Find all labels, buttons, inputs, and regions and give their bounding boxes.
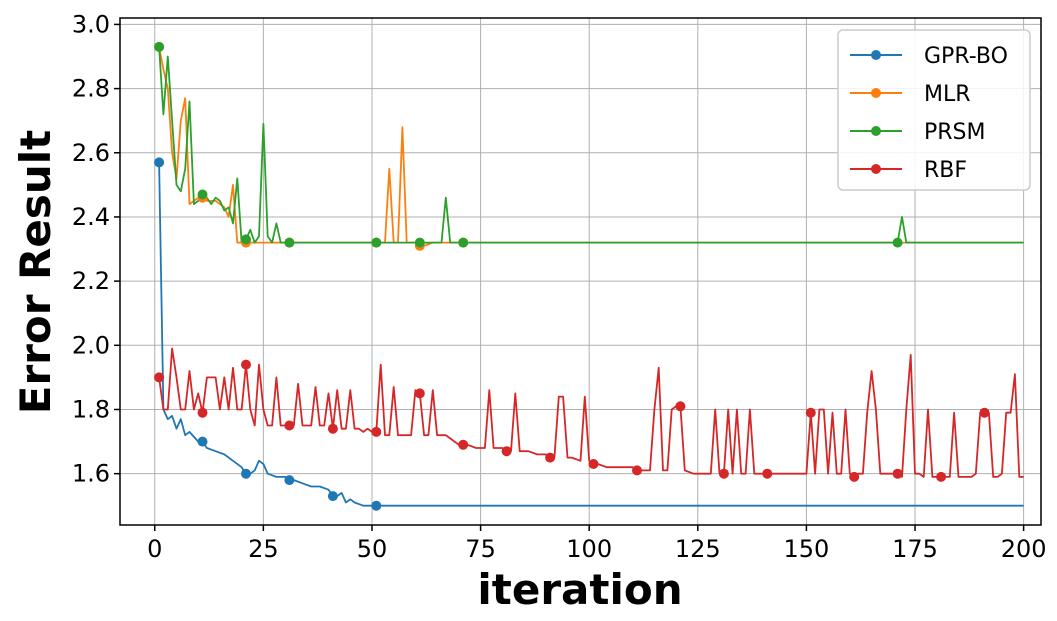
x-tick-label: 150 [783, 535, 829, 563]
data-point-rbf [501, 446, 512, 457]
data-point-prsm [458, 237, 469, 248]
x-tick-label: 200 [1001, 535, 1047, 563]
data-point-prsm [241, 234, 251, 245]
legend-label-mlr: MLR [924, 82, 971, 107]
data-point-gpr-bo [371, 500, 382, 511]
data-point-rbf [154, 372, 165, 383]
data-point-rbf [197, 407, 208, 418]
data-point-prsm [284, 237, 295, 248]
series-markers [154, 41, 990, 511]
y-tick-label: 1.6 [72, 460, 110, 488]
x-tick-label: 75 [465, 535, 496, 563]
x-tick-label: 50 [357, 535, 388, 563]
y-tick-label: 2.0 [72, 331, 110, 359]
data-point-prsm [892, 237, 903, 248]
data-point-rbf [632, 465, 642, 476]
data-point-rbf [805, 407, 816, 418]
data-point-gpr-bo [154, 157, 165, 168]
legend-label-gpr-bo: GPR-BO [924, 44, 1008, 69]
y-tick-label: 1.8 [72, 395, 110, 423]
legend-items: GPR-BO MLR PRSM RBF [850, 44, 1008, 183]
legend-label-rbf: RBF [924, 158, 967, 183]
y-tick-label: 2.2 [72, 267, 110, 295]
data-point-rbf [284, 420, 295, 431]
legend-marker-rbf [871, 164, 881, 174]
data-point-rbf [545, 452, 556, 463]
axis-ticks: 0 25 50 75 100 125 150 175 200 1.6 1.8 2.0 2.2 2.4 2.6… [72, 10, 1047, 563]
series-line-gpr-bo [158, 162, 1024, 507]
data-point-rbf [371, 426, 382, 437]
data-point-rbf [718, 468, 729, 479]
legend-label-prsm: PRSM [924, 120, 986, 145]
x-tick-label: 175 [892, 535, 938, 563]
x-tick-label: 0 [147, 535, 162, 563]
data-point-prsm [371, 237, 382, 248]
data-point-rbf [327, 423, 338, 434]
data-point-gpr-bo [284, 475, 295, 486]
data-point-rbf [675, 401, 686, 412]
legend-marker-prsm [871, 126, 881, 136]
data-point-gpr-bo [197, 436, 208, 447]
y-tick-label: 2.8 [72, 75, 110, 103]
data-point-prsm [414, 237, 425, 248]
legend-box [837, 29, 1031, 191]
legend-marker-mlr [871, 88, 881, 98]
data-point-gpr-bo [327, 491, 338, 502]
plot-area-frame [119, 17, 1042, 526]
data-point-prsm [154, 41, 165, 52]
data-point-rbf [979, 407, 990, 418]
data-point-rbf [762, 468, 773, 479]
y-axis-title: Error Result [11, 130, 60, 415]
legend-marker-gpr-bo [871, 50, 881, 60]
data-point-rbf [458, 439, 469, 450]
data-point-rbf [241, 359, 251, 370]
x-tick-label: 100 [566, 535, 612, 563]
y-tick-label: 2.4 [72, 203, 110, 231]
y-tick-label: 3.0 [72, 10, 110, 38]
x-axis-title: iteration [477, 565, 682, 614]
y-tick-label: 2.6 [72, 139, 110, 167]
data-point-rbf [936, 471, 947, 482]
legend: GPR-BO MLR PRSM RBF [837, 29, 1031, 191]
data-point-prsm [197, 189, 208, 200]
data-point-rbf [588, 459, 599, 469]
series-line-rbf [158, 347, 1024, 478]
data-point-rbf [892, 468, 903, 479]
data-point-rbf [849, 471, 860, 482]
data-point-rbf [414, 388, 425, 399]
data-point-gpr-bo [241, 468, 251, 479]
x-tick-label: 25 [248, 535, 279, 563]
x-tick-label: 125 [675, 535, 721, 563]
